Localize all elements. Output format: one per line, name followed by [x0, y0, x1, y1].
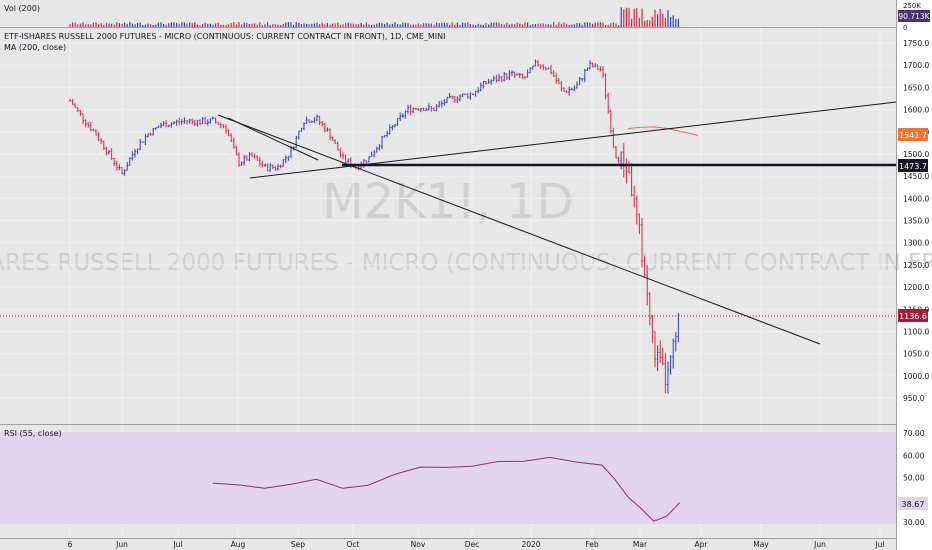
rsi-tick-label: 50.00: [903, 474, 925, 483]
volume-bars: [69, 7, 680, 27]
time-axis[interactable]: 6 Jun Jul Aug Sep Oct Nov Dec 2020 Feb Mar Apr May Ju…: [68, 540, 885, 549]
rsi-tick-label: 70.00: [903, 429, 925, 438]
ma-value-badge: 1541.7: [898, 128, 928, 141]
price-tick-label: 1100.0: [903, 327, 929, 336]
volume-legend[interactable]: Vol (200): [4, 4, 41, 13]
price-tick-label: 1750.0: [903, 39, 929, 48]
price-tick-label: 1500.0: [903, 150, 929, 159]
price-tick-label: 1000.0: [903, 372, 929, 381]
trendline-channel-top[interactable]: [227, 117, 319, 161]
volume-last-badge: 90.713K: [898, 10, 931, 22]
price-axis[interactable]: 1750.01700.01650.01600.01550.01500.01450…: [903, 39, 929, 403]
price-tick-label: 1200.0: [903, 283, 929, 292]
rsi-band: [0, 432, 896, 524]
price-bars: [69, 59, 680, 394]
svg-text:90.713K: 90.713K: [898, 12, 930, 21]
svg-text:38.67: 38.67: [902, 500, 925, 509]
time-tick-label: Jun: [813, 540, 826, 549]
time-tick-label: 2020: [521, 540, 540, 549]
rsi-tick-label: 60.00: [903, 451, 925, 460]
time-tick-label: Mar: [633, 540, 648, 549]
svg-text:1473.7: 1473.7: [899, 162, 927, 171]
price-tick-label: 1650.0: [903, 83, 929, 92]
level-value-badge: 1473.7: [898, 159, 928, 172]
rsi-line: [212, 456, 680, 522]
volume-tick-label: 250K: [903, 2, 921, 10]
price-tick-label: 1250.0: [903, 261, 929, 270]
time-tick-label: Dec: [465, 540, 480, 549]
price-tick-label: 1450.0: [903, 172, 929, 181]
time-tick-label: Jun: [115, 540, 128, 549]
rsi-tick-label: 30.00: [903, 518, 925, 527]
chart-title[interactable]: ETF-ISHARES RUSSELL 2000 FUTURES - MICRO…: [4, 32, 446, 41]
svg-text:1541.7: 1541.7: [899, 131, 927, 140]
price-tick-label: 1600.0: [903, 106, 929, 115]
price-tick-label: 1050.0: [903, 350, 929, 359]
price-tick-label: 1700.0: [903, 61, 929, 70]
last-price-badge: 1136.6: [898, 309, 928, 322]
rsi-legend[interactable]: RSI (55, close): [4, 429, 62, 438]
time-tick-label: Jul: [172, 540, 182, 549]
svg-text:1136.6: 1136.6: [899, 312, 927, 321]
time-tick-label: Sep: [291, 540, 305, 549]
volume-axis: 250K 0: [903, 2, 921, 32]
time-tick-label: 6: [68, 540, 73, 549]
volume-tick-label: 0: [903, 24, 907, 32]
time-tick-label: Feb: [585, 540, 599, 549]
time-tick-label: Nov: [411, 540, 426, 549]
watermark-description: ETF-ISHARES RUSSELL 2000 FUTURES - MICRO…: [0, 250, 932, 276]
price-tick-label: 1350.0: [903, 217, 929, 226]
trendline-descending[interactable]: [217, 114, 821, 345]
time-tick-label: Apr: [695, 540, 709, 549]
price-tick-label: 1400.0: [903, 194, 929, 203]
time-tick-label: Oct: [347, 540, 360, 549]
ma-legend[interactable]: MA (200, close): [4, 43, 67, 52]
rsi-last-badge: 38.67: [898, 497, 928, 510]
time-tick-label: May: [753, 540, 769, 549]
time-tick-label: Aug: [231, 540, 246, 549]
time-tick-label: Jul: [874, 540, 884, 549]
price-tick-label: 1300.0: [903, 239, 929, 248]
price-tick-label: 950.0: [903, 394, 925, 403]
